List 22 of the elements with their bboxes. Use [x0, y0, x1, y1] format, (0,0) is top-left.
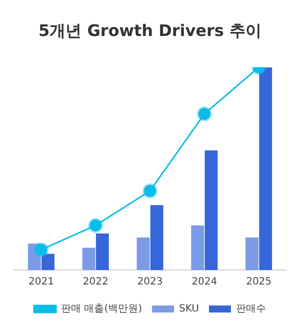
point	[34, 242, 49, 258]
bar	[191, 225, 204, 270]
point	[196, 106, 212, 122]
x-tick-label: 2022	[82, 276, 108, 288]
bar	[204, 150, 218, 270]
chart-title: 5개년 Growth Drivers 추이	[38, 20, 262, 40]
bar	[136, 238, 150, 270]
bar	[259, 67, 272, 270]
legend-label: 판매 매출(백만원)	[61, 304, 142, 315]
x-tick-label: 2024	[192, 276, 218, 288]
bar	[82, 248, 96, 270]
point	[142, 183, 158, 198]
legend-label: 판매수	[236, 304, 266, 315]
bar	[246, 238, 258, 270]
bar	[150, 205, 164, 270]
x-tick-label: 2023	[137, 276, 163, 288]
legend-label: SKU	[179, 304, 199, 315]
x-tick-label: 2021	[28, 276, 54, 288]
bar	[96, 233, 109, 270]
bar	[42, 254, 54, 270]
point	[88, 218, 104, 233]
x-tick-label: 2025	[246, 276, 272, 288]
